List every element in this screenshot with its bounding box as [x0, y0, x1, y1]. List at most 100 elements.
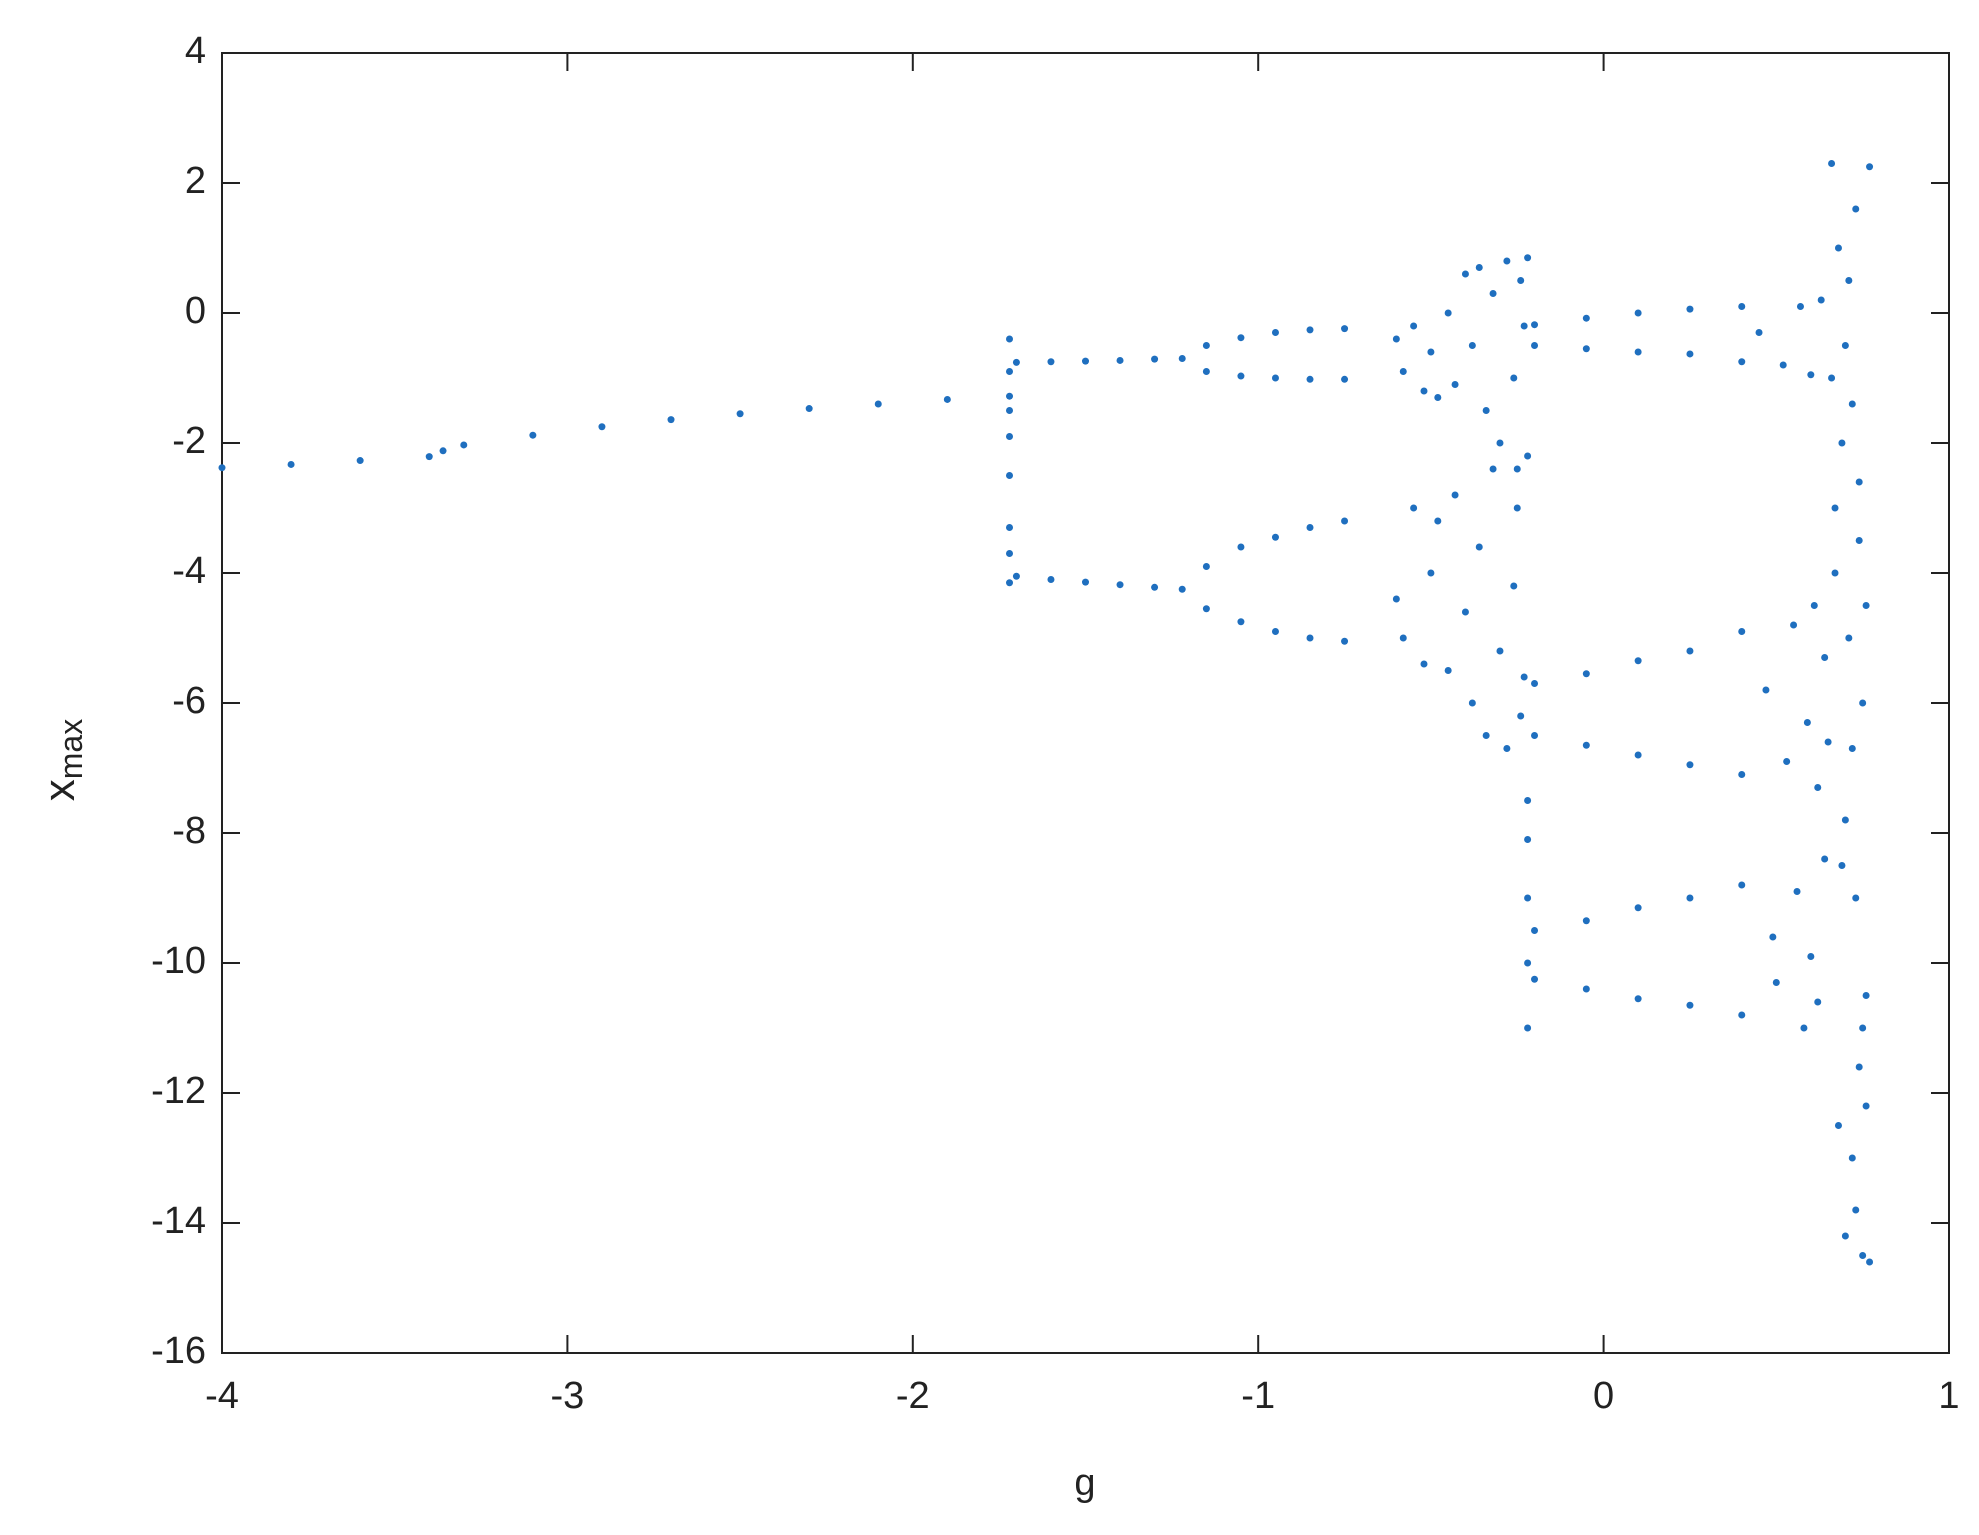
- point: [1848, 1154, 1856, 1162]
- point: [1513, 465, 1521, 473]
- point: [598, 423, 606, 431]
- point: [1271, 329, 1279, 336]
- point: [1306, 634, 1314, 642]
- point: [1047, 358, 1055, 366]
- point: [1738, 358, 1746, 366]
- point: [1420, 660, 1428, 668]
- point: [1524, 959, 1532, 967]
- point: [1738, 771, 1746, 778]
- point: [1859, 1252, 1867, 1259]
- point: [1852, 1206, 1860, 1214]
- point: [1814, 784, 1822, 791]
- point: [1845, 634, 1853, 642]
- point: [1790, 621, 1798, 629]
- point: [1859, 1024, 1867, 1032]
- point: [1859, 699, 1867, 707]
- point: [1807, 953, 1815, 960]
- point: [1271, 374, 1279, 382]
- point: [1866, 163, 1874, 171]
- point: [1686, 647, 1694, 655]
- point: [1461, 270, 1469, 278]
- point: [1510, 374, 1518, 382]
- point: [1834, 1122, 1842, 1129]
- point: [1524, 1024, 1532, 1032]
- y-tick-label: -8: [172, 810, 206, 852]
- x-tick-label: -4: [205, 1375, 239, 1417]
- point: [1489, 465, 1497, 473]
- point: [1006, 407, 1014, 414]
- y-tick-label: 0: [185, 290, 206, 332]
- point: [1006, 392, 1014, 400]
- point: [1582, 345, 1590, 353]
- point: [1237, 372, 1245, 380]
- point: [1306, 326, 1314, 334]
- point: [1831, 504, 1839, 512]
- point: [1686, 761, 1694, 769]
- y-tick-label: 4: [185, 30, 206, 72]
- point: [1451, 381, 1459, 388]
- point: [1524, 894, 1532, 902]
- y-tick-label: -12: [151, 1070, 206, 1112]
- point: [1082, 357, 1089, 365]
- point: [1769, 933, 1777, 941]
- point: [1202, 342, 1210, 349]
- point: [1531, 342, 1539, 349]
- y-tick-label: -6: [172, 680, 206, 722]
- point: [1012, 358, 1020, 366]
- point: [1531, 680, 1539, 687]
- point: [1862, 1102, 1870, 1110]
- point: [1738, 303, 1746, 310]
- point: [1531, 975, 1539, 983]
- point: [425, 453, 433, 461]
- point: [1510, 582, 1518, 590]
- point: [1006, 368, 1014, 375]
- point: [1116, 581, 1124, 589]
- y-tick-label: -2: [172, 420, 206, 462]
- point: [1178, 585, 1186, 593]
- point: [1444, 667, 1452, 674]
- point: [1866, 1258, 1874, 1266]
- point: [1582, 741, 1590, 749]
- point: [1634, 657, 1642, 665]
- point: [1006, 472, 1014, 479]
- point: [1341, 375, 1349, 383]
- point: [1012, 572, 1020, 580]
- point: [1531, 732, 1539, 739]
- point: [1006, 524, 1014, 531]
- y-tick-label: -14: [151, 1200, 206, 1242]
- point: [1738, 881, 1746, 889]
- point: [1271, 533, 1279, 541]
- point: [1848, 400, 1856, 408]
- point: [1841, 342, 1849, 349]
- point: [1824, 738, 1832, 746]
- point: [1855, 537, 1863, 544]
- point: [1686, 305, 1694, 313]
- point: [1341, 517, 1349, 525]
- x-tick-label: -1: [1241, 1375, 1275, 1417]
- point: [1047, 576, 1055, 583]
- point: [1513, 504, 1521, 512]
- point: [1634, 751, 1642, 759]
- point: [1082, 578, 1089, 586]
- point: [1779, 361, 1787, 369]
- point: [1202, 368, 1210, 375]
- point: [1828, 160, 1836, 167]
- point: [1772, 979, 1780, 986]
- point: [1803, 719, 1811, 726]
- point: [736, 410, 744, 418]
- point: [667, 416, 675, 424]
- point: [529, 431, 537, 439]
- point: [1845, 277, 1853, 284]
- point: [1838, 862, 1846, 869]
- point: [1634, 995, 1642, 1003]
- x-axis-label: g: [1074, 1462, 1095, 1504]
- point: [1482, 732, 1490, 739]
- point: [1828, 374, 1836, 382]
- point: [1848, 745, 1856, 752]
- point: [1202, 605, 1210, 613]
- point: [1582, 985, 1590, 993]
- point: [1006, 579, 1014, 587]
- point: [1444, 309, 1452, 317]
- point: [1427, 348, 1435, 356]
- point: [1306, 375, 1314, 383]
